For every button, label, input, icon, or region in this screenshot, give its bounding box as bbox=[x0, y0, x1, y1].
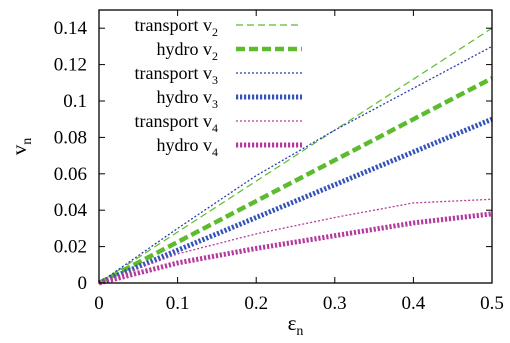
y-tick-label: 0 bbox=[78, 273, 88, 294]
legend-label: hydro v4 bbox=[157, 135, 219, 159]
x-axis-title-sub: n bbox=[296, 324, 303, 339]
legend-label-main: transport v bbox=[135, 63, 212, 83]
legend-label-sub: 2 bbox=[212, 25, 218, 39]
series-line-hydro-v-2 bbox=[97, 76, 494, 285]
legend-label-sub: 3 bbox=[212, 97, 218, 111]
y-axis-title-sub: n bbox=[20, 138, 35, 145]
plot-lines bbox=[97, 27, 494, 286]
series-line-transport-v-2 bbox=[98, 27, 493, 284]
series-line-hydro-v-4 bbox=[98, 211, 493, 286]
x-tick-label: 0 bbox=[94, 293, 104, 314]
legend-label-sub: 3 bbox=[212, 73, 218, 87]
legend-label: transport v2 bbox=[135, 15, 218, 39]
x-tick-label: 0.5 bbox=[480, 293, 504, 314]
y-tick-label: 0.06 bbox=[54, 164, 87, 185]
legend-label-main: transport v bbox=[135, 15, 212, 35]
y-tick-label: 0.08 bbox=[54, 127, 87, 148]
legend-label-sub: 2 bbox=[212, 49, 218, 63]
series-line-transport-v-3 bbox=[98, 45, 493, 284]
x-tick-label: 0.4 bbox=[402, 293, 426, 314]
y-tick-label: 0.1 bbox=[63, 91, 87, 112]
legend-label-sub: 4 bbox=[212, 145, 218, 159]
y-tick-label: 0.14 bbox=[54, 18, 88, 39]
plot-frame bbox=[98, 9, 493, 284]
legend-label-main: transport v bbox=[135, 111, 212, 131]
legend-label: hydro v2 bbox=[157, 39, 219, 63]
x-axis-title-main: ε bbox=[288, 311, 297, 335]
series-line-transport-v-4 bbox=[98, 198, 493, 284]
legend-label-main: hydro v bbox=[157, 87, 213, 107]
legend-label-sub: 4 bbox=[212, 121, 218, 135]
legend-label-main: hydro v bbox=[157, 39, 213, 59]
y-tick-label: 0.12 bbox=[54, 55, 87, 76]
y-axis-title-main: v bbox=[7, 144, 31, 155]
legend-label: hydro v3 bbox=[157, 87, 219, 111]
legend-label: transport v4 bbox=[135, 111, 218, 135]
legend-label-main: hydro v bbox=[157, 135, 213, 155]
x-tick-label: 0.1 bbox=[166, 293, 190, 314]
x-tick-label: 0.3 bbox=[323, 293, 347, 314]
x-tick-label: 0.2 bbox=[244, 293, 268, 314]
y-tick-label: 0.04 bbox=[54, 200, 88, 221]
y-tick-label: 0.02 bbox=[54, 237, 87, 258]
legend-label: transport v3 bbox=[135, 63, 218, 87]
axis-ticks: 0 0.1 0.2 0.3 0.4 0.5 0 0.02 0.04 0.06 0.08 0.1 0.12… bbox=[54, 10, 504, 314]
series-line-hydro-v-3 bbox=[98, 116, 493, 286]
y-axis-title: vn bbox=[7, 138, 35, 156]
x-axis-title: εn bbox=[288, 311, 304, 339]
